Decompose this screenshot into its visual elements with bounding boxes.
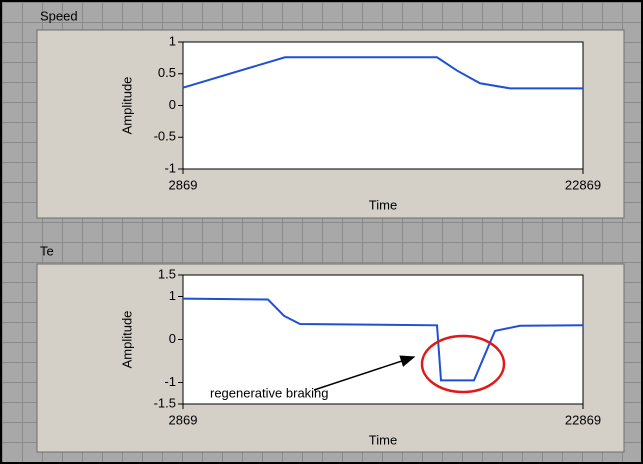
y-tick-label: -1	[164, 160, 176, 175]
y-tick-label: 1	[169, 288, 176, 303]
data-line	[182, 56, 583, 90]
y-tick-label: 0	[169, 97, 176, 112]
plot-area	[182, 274, 584, 405]
y-axis-label: Amplitude	[119, 311, 134, 369]
y-tick-label: -0.5	[154, 129, 176, 144]
annotation: regenerative braking	[210, 385, 329, 400]
x-axis-label: Time	[369, 197, 397, 212]
highlight-circle	[420, 334, 506, 394]
y-tick-label: -1.5	[154, 395, 176, 410]
y-tick-label: 0	[169, 331, 176, 346]
x-axis-label: Time	[369, 432, 397, 447]
y-tick-label: 1.5	[158, 266, 176, 281]
y-tick-label: 1	[169, 33, 176, 48]
y-tick-label: 0.5	[158, 65, 176, 80]
x-tick-label: 22869	[565, 412, 601, 427]
data-line	[182, 297, 584, 382]
annotation-arrow	[313, 355, 416, 391]
y-tick-label: -1	[164, 374, 176, 389]
plot-area	[182, 41, 584, 170]
x-tick-label: 2869	[169, 412, 198, 427]
chart-title: Te	[40, 243, 54, 258]
y-axis-label: Amplitude	[119, 77, 134, 135]
chart-title: Speed	[40, 8, 78, 23]
x-tick-label: 2869	[169, 177, 198, 192]
x-tick-label: 22869	[565, 177, 601, 192]
